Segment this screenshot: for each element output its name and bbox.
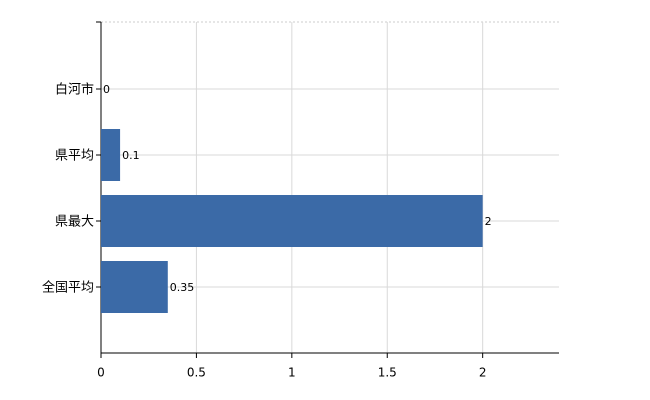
x-tick-label: 0 bbox=[97, 366, 105, 380]
y-tick-label: 白河市 bbox=[55, 82, 94, 98]
x-tick-label: 0.5 bbox=[187, 366, 206, 380]
x-tick-label: 1 bbox=[288, 366, 296, 380]
y-tick-label: 県平均 bbox=[55, 149, 94, 164]
bar bbox=[101, 129, 121, 181]
bar bbox=[101, 261, 168, 313]
x-tick-label: 1.5 bbox=[378, 366, 397, 380]
y-tick-label: 全国平均 bbox=[42, 280, 94, 296]
value-label: 0 bbox=[103, 83, 110, 96]
x-tick-label: 2 bbox=[479, 366, 487, 380]
bar bbox=[101, 195, 483, 247]
value-label: 0.1 bbox=[122, 149, 140, 162]
y-tick-label: 県最大 bbox=[55, 215, 94, 230]
value-label: 2 bbox=[485, 215, 492, 228]
value-label: 0.35 bbox=[170, 281, 195, 294]
